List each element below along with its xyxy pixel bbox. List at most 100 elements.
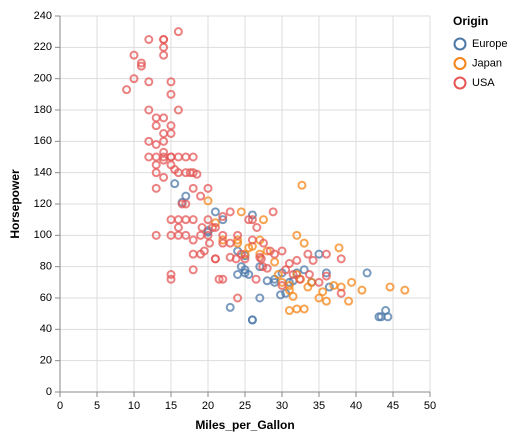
y-tick-label: 80 — [40, 261, 52, 273]
point — [385, 282, 395, 292]
point — [321, 268, 331, 278]
point — [276, 290, 286, 300]
x-tick-label: 50 — [424, 400, 436, 412]
x-tick-label: 45 — [387, 400, 399, 412]
point — [188, 265, 198, 275]
y-tick-label: 100 — [34, 229, 52, 241]
point — [314, 277, 324, 287]
point — [324, 282, 334, 292]
point — [204, 238, 214, 248]
y-tick-label: 60 — [40, 292, 52, 304]
point — [151, 168, 161, 178]
point — [299, 304, 309, 314]
point — [247, 235, 257, 245]
point — [303, 282, 313, 292]
point — [151, 160, 161, 170]
point — [218, 235, 228, 245]
point — [270, 249, 280, 259]
point — [173, 27, 183, 37]
point — [381, 306, 391, 316]
point — [258, 262, 268, 272]
point — [262, 246, 272, 256]
point — [304, 270, 314, 279]
point — [321, 296, 331, 306]
point — [247, 315, 257, 325]
point — [122, 85, 132, 95]
point — [247, 215, 257, 225]
point — [236, 262, 246, 272]
point — [166, 77, 176, 87]
point — [166, 215, 176, 225]
point — [225, 302, 235, 312]
point — [144, 77, 154, 87]
point — [336, 288, 346, 298]
point — [210, 223, 220, 232]
x-tick-label: 35 — [313, 400, 325, 412]
point — [357, 285, 367, 295]
point — [347, 277, 357, 287]
point — [240, 254, 250, 264]
point — [181, 152, 191, 162]
point — [334, 243, 344, 253]
point — [144, 152, 154, 162]
point — [159, 129, 169, 138]
point — [277, 246, 287, 256]
point — [203, 196, 213, 206]
point — [255, 252, 265, 262]
y-tick-label: 0 — [46, 386, 52, 398]
point — [136, 61, 146, 71]
y-tick-label: 140 — [34, 167, 52, 179]
x-axis-title: Miles_per_Gallon — [195, 418, 294, 432]
legend-symbol — [453, 37, 467, 51]
y-tick-label: 220 — [34, 41, 52, 53]
point — [151, 230, 161, 240]
point — [210, 254, 220, 264]
point — [374, 312, 384, 322]
point — [210, 207, 220, 217]
point — [362, 268, 372, 278]
point — [256, 254, 266, 264]
point — [259, 238, 268, 248]
point — [197, 223, 207, 232]
point — [218, 212, 228, 222]
point — [233, 293, 243, 303]
point — [188, 215, 198, 225]
point — [273, 270, 283, 279]
point — [251, 274, 261, 284]
y-axis-title: Horsepower — [8, 169, 22, 239]
point — [270, 257, 280, 267]
x-tick-label: 40 — [350, 400, 362, 412]
point — [321, 249, 331, 259]
point — [192, 169, 202, 179]
point — [166, 274, 176, 284]
x-tick-label: 15 — [165, 400, 177, 412]
point — [151, 121, 161, 131]
point — [173, 215, 183, 225]
point — [236, 207, 246, 217]
x-tick-label: 5 — [94, 400, 100, 412]
point — [231, 254, 241, 264]
legend-symbol — [453, 76, 467, 90]
point — [151, 139, 161, 149]
point — [166, 270, 176, 279]
point — [400, 285, 410, 295]
legend-label: Europe — [472, 38, 507, 50]
legend-label: Japan — [472, 57, 502, 69]
legend-title: Origin — [453, 14, 488, 28]
point — [144, 35, 154, 44]
point — [173, 223, 183, 232]
x-tick-label: 0 — [57, 400, 63, 412]
point — [277, 280, 287, 290]
point — [166, 89, 176, 99]
point — [159, 35, 169, 44]
point — [181, 191, 191, 201]
point — [281, 265, 291, 275]
point — [255, 293, 265, 303]
point — [214, 274, 224, 284]
point — [188, 249, 198, 259]
y-tick-label: 120 — [34, 198, 52, 210]
point — [284, 285, 294, 295]
point — [151, 152, 161, 162]
point — [299, 238, 309, 248]
